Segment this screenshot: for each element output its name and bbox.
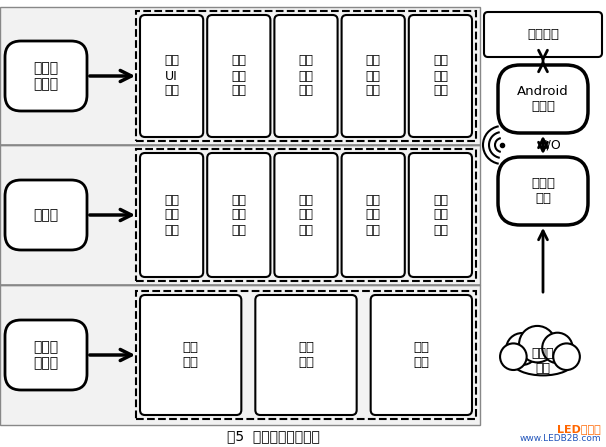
Bar — [0, 145, 480, 285]
Ellipse shape — [506, 333, 538, 365]
Bar — [136, 11, 476, 141]
Text: 功能
服务
模块: 功能 服务 模块 — [231, 194, 246, 236]
Text: 计算
服务: 计算 服务 — [298, 341, 314, 369]
Text: 通知
管理
模块: 通知 管理 模块 — [365, 55, 381, 97]
Text: 普通用户: 普通用户 — [527, 28, 559, 41]
Text: 云端
交互
模块: 云端 交互 模块 — [433, 194, 448, 236]
Text: 应用
UI
模块: 应用 UI 模块 — [164, 55, 179, 97]
FancyBboxPatch shape — [207, 15, 270, 137]
Ellipse shape — [553, 343, 580, 370]
FancyBboxPatch shape — [342, 153, 405, 277]
Text: 云计算
平台层: 云计算 平台层 — [33, 340, 59, 370]
Text: I/O: I/O — [544, 139, 562, 152]
Text: www.LEDB2B.com: www.LEDB2B.com — [519, 434, 601, 443]
Bar — [0, 7, 480, 145]
FancyBboxPatch shape — [484, 12, 602, 57]
FancyBboxPatch shape — [207, 153, 270, 277]
Text: 用户
管理
模块: 用户 管理 模块 — [365, 194, 381, 236]
FancyBboxPatch shape — [409, 153, 472, 277]
Ellipse shape — [513, 349, 573, 375]
Text: LED商务网: LED商务网 — [558, 424, 601, 434]
Bar — [136, 149, 476, 281]
Text: 服务层: 服务层 — [33, 208, 59, 222]
FancyBboxPatch shape — [140, 295, 241, 415]
Text: 应用
通信
模块: 应用 通信 模块 — [299, 55, 313, 97]
FancyBboxPatch shape — [498, 65, 588, 133]
Text: 服务器
端口: 服务器 端口 — [531, 177, 555, 205]
Text: 手机
交互
模块: 手机 交互 模块 — [164, 194, 179, 236]
Text: Android
客户端: Android 客户端 — [517, 85, 569, 113]
Ellipse shape — [542, 333, 573, 363]
FancyBboxPatch shape — [275, 15, 338, 137]
FancyBboxPatch shape — [498, 157, 588, 225]
Bar — [136, 291, 476, 419]
FancyBboxPatch shape — [275, 153, 338, 277]
FancyBboxPatch shape — [409, 15, 472, 137]
Text: 数据
服务: 数据 服务 — [182, 341, 199, 369]
Bar — [0, 285, 480, 425]
FancyBboxPatch shape — [5, 180, 87, 250]
Text: 图5  云平台基本架构图: 图5 云平台基本架构图 — [227, 429, 319, 443]
FancyBboxPatch shape — [5, 320, 87, 390]
FancyBboxPatch shape — [342, 15, 405, 137]
Ellipse shape — [500, 343, 527, 370]
Text: 手机端
应用层: 手机端 应用层 — [33, 61, 59, 91]
Text: 数据
存储
模块: 数据 存储 模块 — [299, 194, 313, 236]
FancyBboxPatch shape — [5, 41, 87, 111]
FancyBboxPatch shape — [140, 15, 203, 137]
FancyBboxPatch shape — [140, 153, 203, 277]
Text: 服务
调用
模块: 服务 调用 模块 — [433, 55, 448, 97]
Ellipse shape — [519, 326, 556, 363]
Text: 资源
管理
模块: 资源 管理 模块 — [231, 55, 246, 97]
FancyBboxPatch shape — [371, 295, 472, 415]
FancyBboxPatch shape — [255, 295, 357, 415]
Text: 云计算
环境: 云计算 环境 — [531, 347, 554, 375]
Text: 存储
服务: 存储 服务 — [413, 341, 429, 369]
